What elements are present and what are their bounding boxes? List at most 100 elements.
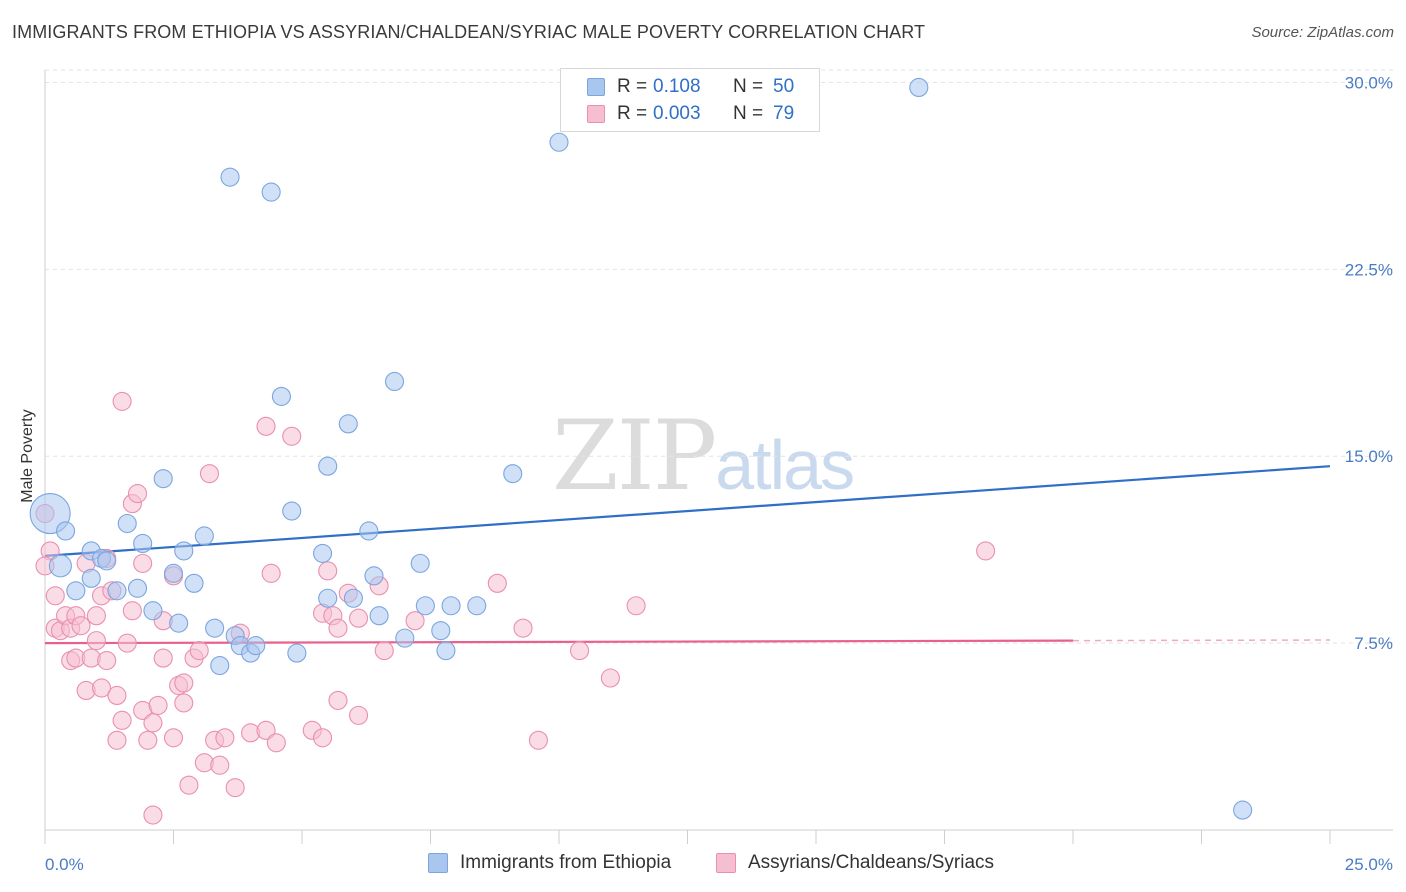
point-ethiopia bbox=[441, 596, 461, 616]
point-ethiopia bbox=[169, 613, 189, 633]
point-ethiopia bbox=[210, 655, 230, 676]
point-ethiopia bbox=[364, 566, 384, 586]
point-assyrian bbox=[374, 641, 394, 661]
y-tick-label: 7.5% bbox=[1354, 634, 1393, 653]
legend-item-assyrian[interactable]: Assyrians/Chaldeans/Syriacs bbox=[716, 852, 994, 874]
point-ethiopia bbox=[313, 543, 333, 563]
point-assyrian bbox=[313, 728, 333, 748]
point-ethiopia bbox=[909, 77, 929, 97]
legend-row-ethiopia: R = 0.108 N = 50 bbox=[561, 74, 794, 100]
legend-swatch-ethiopia bbox=[587, 78, 605, 96]
point-assyrian bbox=[570, 641, 590, 661]
point-ethiopia bbox=[261, 182, 281, 202]
point-assyrian bbox=[261, 563, 281, 583]
point-assyrian bbox=[348, 608, 369, 628]
axes bbox=[44, 70, 1393, 844]
point-assyrian bbox=[112, 391, 132, 411]
point-ethiopia bbox=[246, 636, 266, 656]
trend-line-assyrian bbox=[44, 639, 1074, 645]
point-ethiopia bbox=[395, 628, 415, 648]
point-assyrian bbox=[487, 573, 507, 593]
legend-label-ethiopia: Immigrants from Ethiopia bbox=[460, 852, 672, 873]
x-tick-label: 0.0% bbox=[45, 855, 84, 874]
legend-r-value: 0.108 bbox=[653, 76, 701, 97]
point-assyrian bbox=[122, 601, 142, 621]
data-points bbox=[29, 77, 1253, 825]
point-assyrian bbox=[528, 730, 548, 750]
legend-swatch-ethiopia bbox=[428, 853, 448, 873]
y-tick-label: 22.5% bbox=[1345, 260, 1393, 279]
legend-n-value: 50 bbox=[773, 76, 795, 97]
point-assyrian bbox=[189, 641, 209, 661]
point-assyrian bbox=[112, 710, 132, 730]
point-assyrian bbox=[199, 464, 220, 484]
point-ethiopia bbox=[318, 456, 338, 476]
point-ethiopia bbox=[153, 469, 173, 489]
point-assyrian bbox=[266, 733, 286, 753]
watermark-zip: ZIP bbox=[552, 400, 717, 512]
legend-row-assyrian: R = 0.003 N = 79 bbox=[561, 101, 794, 127]
point-ethiopia bbox=[503, 464, 523, 484]
point-ethiopia bbox=[220, 167, 240, 187]
point-assyrian bbox=[117, 633, 137, 653]
point-ethiopia bbox=[343, 588, 363, 608]
point-ethiopia bbox=[205, 618, 225, 638]
point-assyrian bbox=[513, 618, 533, 638]
x-tick-label: 25.0% bbox=[1345, 855, 1393, 874]
legend-n-label: N = bbox=[733, 76, 764, 97]
point-assyrian bbox=[282, 426, 302, 446]
point-ethiopia bbox=[410, 553, 430, 573]
point-ethiopia bbox=[66, 581, 86, 601]
point-assyrian bbox=[174, 673, 194, 693]
point-ethiopia bbox=[338, 414, 358, 434]
point-ethiopia bbox=[117, 513, 137, 534]
point-ethiopia bbox=[174, 541, 194, 561]
point-ethiopia bbox=[359, 521, 379, 541]
point-assyrian bbox=[225, 778, 245, 798]
point-assyrian bbox=[86, 631, 106, 651]
legend-swatch-assyrian bbox=[587, 105, 605, 123]
watermark-atlas: atlas bbox=[715, 426, 855, 504]
point-ethiopia bbox=[369, 606, 389, 626]
point-ethiopia bbox=[56, 521, 76, 541]
point-ethiopia bbox=[97, 551, 117, 571]
point-ethiopia bbox=[48, 554, 72, 578]
point-ethiopia bbox=[133, 533, 153, 553]
point-ethiopia bbox=[431, 621, 451, 641]
legend-label-assyrian: Assyrians/Chaldeans/Syriacs bbox=[748, 852, 995, 873]
point-ethiopia bbox=[184, 573, 204, 593]
point-assyrian bbox=[256, 416, 276, 436]
point-assyrian bbox=[148, 695, 168, 715]
point-assyrian bbox=[45, 586, 65, 606]
point-assyrian bbox=[153, 648, 173, 668]
point-assyrian bbox=[626, 596, 646, 616]
point-assyrian bbox=[328, 618, 348, 638]
point-ethiopia bbox=[194, 526, 214, 546]
point-ethiopia bbox=[287, 643, 307, 663]
point-assyrian bbox=[86, 606, 106, 626]
legend-n-value: 79 bbox=[773, 103, 795, 124]
legend-item-ethiopia[interactable]: Immigrants from Ethiopia bbox=[428, 852, 671, 874]
point-assyrian bbox=[328, 690, 348, 710]
point-ethiopia bbox=[318, 588, 338, 608]
point-assyrian bbox=[107, 730, 127, 750]
legend-n-label: N = bbox=[733, 103, 764, 124]
trend-line-ethiopia bbox=[44, 465, 1331, 557]
correlation-legend: R = 0.108 N = 50 R = 0.003 N = 79 bbox=[560, 68, 820, 132]
legend-r-label: R = bbox=[617, 103, 648, 124]
point-ethiopia bbox=[549, 132, 569, 152]
point-ethiopia bbox=[467, 596, 487, 616]
point-assyrian bbox=[91, 678, 112, 698]
point-ethiopia bbox=[163, 563, 184, 583]
point-ethiopia bbox=[282, 501, 302, 521]
point-assyrian bbox=[348, 705, 369, 725]
trend-lines bbox=[44, 465, 1331, 645]
point-assyrian bbox=[107, 685, 127, 705]
chart-title: IMMIGRANTS FROM ETHIOPIA VS ASSYRIAN/CHA… bbox=[12, 22, 926, 42]
point-ethiopia bbox=[384, 371, 405, 392]
point-assyrian bbox=[256, 720, 276, 740]
point-ethiopia bbox=[127, 578, 148, 598]
point-ethiopia bbox=[81, 568, 101, 588]
point-assyrian bbox=[71, 616, 91, 636]
